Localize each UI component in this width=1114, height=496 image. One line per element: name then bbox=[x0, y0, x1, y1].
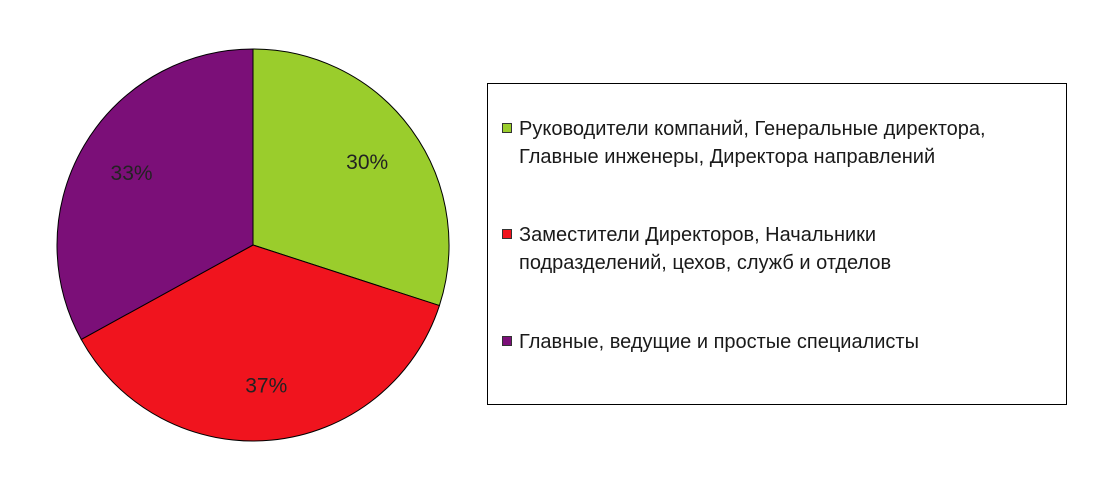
legend-label-managers-line1: Руководители компаний, Генеральные дирек… bbox=[519, 118, 986, 140]
data-label-managers: 30% bbox=[346, 151, 388, 174]
pie-slice-deputies bbox=[80, 244, 441, 442]
pie-slice-specialists bbox=[56, 48, 254, 341]
legend-label-deputies-line2: подразделений, цехов, служб и отделов bbox=[519, 252, 892, 274]
legend-swatch-specialists bbox=[502, 336, 512, 346]
legend-swatch-deputies bbox=[502, 229, 512, 239]
legend-swatch-managers bbox=[502, 123, 512, 133]
legend: Руководители компаний, Генеральные дирек… bbox=[487, 83, 1067, 405]
pie-slice-managers bbox=[252, 48, 450, 307]
legend-item-deputies: Заместители Директоров, Начальники подра… bbox=[502, 221, 1058, 277]
legend-label-managers-line2: Главные инженеры, Директора направлений bbox=[519, 146, 936, 168]
legend-item-managers: Руководители компаний, Генеральные дирек… bbox=[502, 115, 1058, 171]
legend-item-specialists: Главные, ведущие и простые специалисты bbox=[502, 328, 1058, 356]
legend-label-deputies-line1: Заместители Директоров, Начальники bbox=[519, 224, 877, 246]
data-label-deputies: 37% bbox=[245, 374, 287, 397]
legend-label-specialists: Главные, ведущие и простые специалисты bbox=[519, 331, 919, 353]
data-label-specialists: 33% bbox=[111, 162, 153, 185]
